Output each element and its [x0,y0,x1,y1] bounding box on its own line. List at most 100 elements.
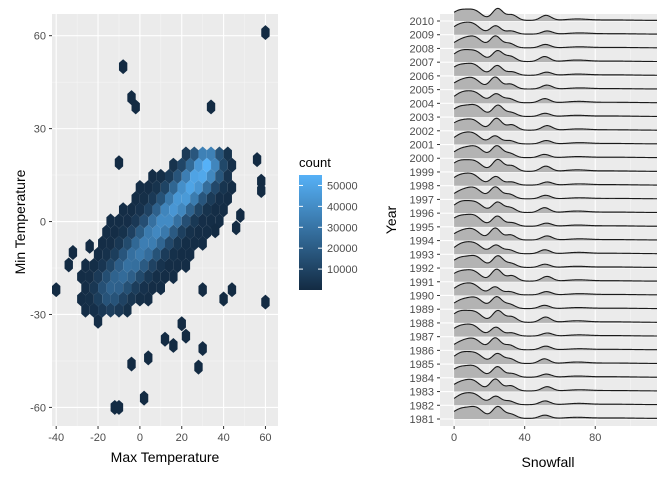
hexbin-cell [127,291,136,307]
hexbin-cell [85,291,94,307]
hexbin-cell [236,207,245,223]
hexbin-cell [85,238,94,254]
hexbin-cell [160,202,170,218]
ridge-area-2008 [454,35,657,49]
hexbin-cell [227,157,237,173]
hexbin-cell [123,302,132,318]
y-tick-label: 60 [34,31,46,43]
hexbin-cell [89,280,99,296]
y-tick-label: 2005 [410,85,434,97]
hexbin-cell [81,302,90,318]
hexbin-cell [194,224,203,240]
hexbin-cell [114,302,124,318]
ridge-line-1993 [453,241,658,255]
ridgeline-x-axis-ticks: 0 40 80 [451,426,601,444]
y-tick-label: 1985 [410,359,434,371]
hexbin-cell [165,235,174,251]
hexbin-cell [123,213,132,229]
ridge-line-2002 [453,117,658,131]
hexbin-cell [206,213,216,229]
hexbin-cell [93,313,103,329]
hexbin-cell [173,235,182,251]
ridgeline-chart: 0 40 80 1981198219831984198519861987198819… [383,7,658,470]
hexbin-cell [148,168,157,184]
hexbin-cell [169,246,178,262]
hexbin-cell [135,224,145,240]
ridge-line-2006 [453,62,658,76]
ridge-area-1996 [454,200,657,214]
hexbin-cell [114,399,124,415]
y-tick-label: 2006 [410,71,434,83]
hexbin-cell [257,183,266,199]
ridge-area-1991 [454,269,657,282]
hexbin-cell [131,280,140,296]
hexbin-x-axis-ticks: -40 -20 0 20 40 60 [48,426,272,444]
hexbin-cell [219,291,228,307]
hexbin-cell [223,191,232,207]
hexbin-cell [169,337,178,353]
hexbin-cell [139,213,149,229]
hexbin-cell [93,269,103,285]
hexbin-cell [202,224,212,240]
hexbin-cell [77,269,86,285]
ridge-line-1988 [453,309,658,323]
ridge-line-2008 [453,35,657,49]
hexbin-cell [215,213,224,229]
hexbin-cell [114,235,124,251]
hexbin-cell [118,202,128,218]
hexbin-cell [131,191,140,207]
ridge-line-1989 [453,296,657,310]
hexbin-cell [135,246,145,262]
ridge-line-1994 [453,227,658,241]
hexbin-cell [165,258,174,274]
hexbin-cell [223,168,232,184]
hexbin-cell [202,202,212,218]
hexbin-cell [148,213,157,229]
ridge-line-2010 [453,7,657,21]
hexbin-cell [148,280,157,296]
y-tick-label: 30 [34,124,46,136]
ridge-line-2003 [453,103,658,117]
hexbin-cell [139,390,149,406]
hexbin-cell [123,258,132,274]
hexbin-cell [156,213,165,229]
ridge-line-1981 [453,405,658,419]
ridge-area-1982 [454,392,657,406]
hexbin-cell [77,291,86,307]
hexbin-cell [181,213,191,229]
ridge-area-2000 [454,145,657,159]
hexbin-y-axis-title: Min Temperature [12,169,28,274]
x-tick-label: 20 [176,432,188,444]
hexbin-cell [139,280,149,296]
hexbin-cell [177,157,186,173]
hexbin-cell [139,258,149,274]
ridgeline-y-axis-title: Year [383,206,399,235]
hexbin-cell [173,191,182,207]
ridge-line-1995 [453,213,657,227]
hexbin-y-axis-ticks: -60 -30 0 30 60 [30,31,52,414]
y-tick-label: 2010 [410,16,434,28]
y-tick-label: 2004 [410,98,434,110]
y-tick-label: 2000 [410,153,434,165]
y-tick-label: 1998 [410,181,434,193]
hexbin-cell [181,191,191,207]
hexbin-cell [144,224,153,240]
hexbin-cell [190,146,199,162]
hexbin-cell [144,202,153,218]
hexbin-cell [152,269,161,285]
hexbin-cell [173,168,182,184]
hexbin-cell [64,257,73,273]
x-tick-label: -20 [90,432,106,444]
legend-tick-label: 30000 [327,222,358,234]
hexbin-cell [118,224,128,240]
hexbin-cell [135,269,145,285]
hexbin-cell [227,282,237,298]
y-tick-label: 1992 [410,263,434,275]
hexbin-cell [106,258,115,274]
hexbin-cell [190,191,199,207]
legend-colorbar [299,175,322,290]
hexbin-cell [68,245,78,260]
hexbin-cell [198,146,207,162]
hexbin-cell [261,25,270,41]
x-tick-label: -40 [48,432,64,444]
